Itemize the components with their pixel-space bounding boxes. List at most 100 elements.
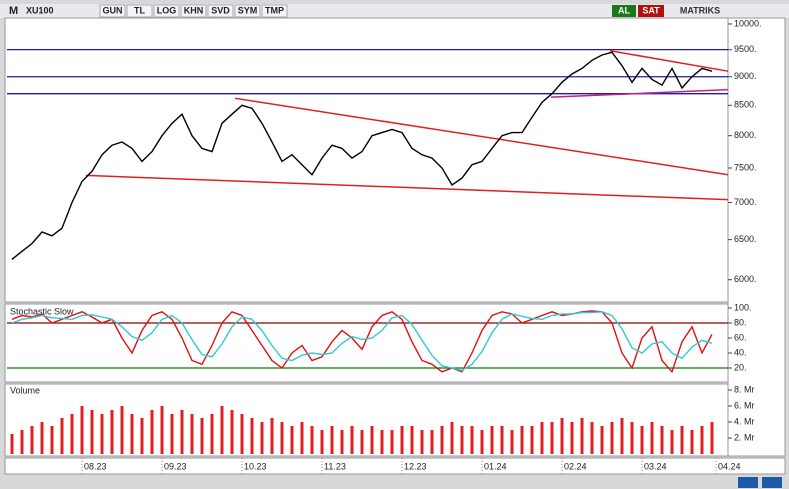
y-tick-label: 2. Mr bbox=[734, 432, 755, 442]
y-tick-label: 8500. bbox=[734, 100, 757, 110]
scroll-button[interactable] bbox=[762, 477, 782, 488]
bar bbox=[320, 430, 324, 454]
sell-button-bg[interactable] bbox=[638, 5, 664, 17]
toolbar-button[interactable]: KHN bbox=[184, 5, 204, 15]
x-tick-label: 04.24 bbox=[718, 461, 741, 471]
bar bbox=[130, 414, 134, 454]
toolbar-button[interactable]: LOG bbox=[157, 5, 177, 15]
x-tick-label: 08.23 bbox=[84, 461, 107, 471]
bar bbox=[250, 418, 254, 454]
y-tick-label: 8000. bbox=[734, 130, 757, 140]
bar bbox=[420, 430, 424, 454]
y-tick-label: 9500. bbox=[734, 44, 757, 54]
bar bbox=[660, 426, 664, 454]
bar bbox=[90, 410, 94, 454]
bar bbox=[270, 418, 274, 454]
bar bbox=[220, 406, 224, 454]
y-tick-label: 10000. bbox=[734, 18, 762, 28]
y-tick-label: 4. Mr bbox=[734, 416, 755, 426]
toolbar-button[interactable]: SYM bbox=[238, 5, 258, 15]
menu-button[interactable]: M bbox=[9, 5, 18, 17]
toolbar-button[interactable]: GUN bbox=[103, 5, 123, 15]
bar bbox=[160, 406, 164, 454]
trend-line bbox=[609, 49, 729, 72]
bar bbox=[480, 430, 484, 454]
toolbar-button-bg[interactable] bbox=[207, 4, 234, 18]
bar bbox=[670, 430, 674, 454]
bar bbox=[430, 430, 434, 454]
stoch-pane bbox=[4, 303, 729, 383]
bar bbox=[150, 410, 154, 454]
bar bbox=[50, 426, 54, 454]
bar bbox=[510, 430, 514, 454]
bar bbox=[490, 426, 494, 454]
bar bbox=[290, 426, 294, 454]
sell-button[interactable]: SAT bbox=[642, 5, 660, 15]
bar bbox=[470, 426, 474, 454]
buy-button[interactable]: AL bbox=[618, 5, 630, 15]
bar bbox=[500, 426, 504, 454]
y-tick-label: 6000. bbox=[734, 274, 757, 284]
bar bbox=[360, 430, 364, 454]
bar bbox=[180, 410, 184, 454]
x-tick-label: 01.24 bbox=[484, 461, 507, 471]
y-tick-label: 6500. bbox=[734, 234, 757, 244]
series-line bbox=[11, 51, 713, 260]
bar bbox=[60, 418, 64, 454]
bar bbox=[440, 426, 444, 454]
bar bbox=[70, 414, 74, 454]
bar bbox=[230, 410, 234, 454]
toolbar-button-bg[interactable] bbox=[261, 4, 288, 18]
brand: MATRIKS bbox=[680, 5, 720, 15]
bar bbox=[190, 414, 194, 454]
scroll-button[interactable] bbox=[738, 477, 758, 488]
bar bbox=[170, 414, 174, 454]
y-tick-label: 8. Mr bbox=[734, 384, 755, 394]
toolbar-button[interactable]: TL bbox=[134, 5, 145, 15]
x-tick-label: 11.23 bbox=[324, 461, 346, 471]
bar bbox=[640, 426, 644, 454]
bar bbox=[200, 418, 204, 454]
toolbar-button[interactable]: SVD bbox=[211, 5, 230, 15]
bar bbox=[460, 426, 464, 454]
bar bbox=[590, 422, 594, 454]
toolbar-button-bg[interactable] bbox=[99, 4, 126, 18]
buy-button-bg[interactable] bbox=[612, 5, 636, 17]
toolbar-button-bg[interactable] bbox=[234, 4, 261, 18]
bar bbox=[710, 422, 714, 454]
bar bbox=[110, 410, 114, 454]
panel-title: Volume bbox=[10, 385, 40, 395]
bar bbox=[600, 426, 604, 454]
toolbar-button[interactable]: TMP bbox=[265, 5, 284, 15]
bar bbox=[10, 434, 14, 454]
toolbar-button-bg[interactable] bbox=[126, 4, 153, 18]
x-axis-area bbox=[4, 457, 786, 475]
y-tick-label: 7000. bbox=[734, 197, 757, 207]
bar bbox=[20, 430, 24, 454]
y-tick-label: 20. bbox=[734, 362, 747, 372]
bar bbox=[300, 422, 304, 454]
bar bbox=[310, 426, 314, 454]
bar bbox=[40, 422, 44, 454]
y-tick-label: 100. bbox=[734, 302, 752, 312]
bar bbox=[530, 426, 534, 454]
panel-title: Stochastic Slow bbox=[10, 306, 74, 316]
y-axis-area bbox=[727, 17, 786, 457]
bar bbox=[650, 422, 654, 454]
bar bbox=[370, 426, 374, 454]
x-tick-label: 09.23 bbox=[164, 461, 187, 471]
series-line bbox=[11, 310, 713, 374]
toolbar-button-bg[interactable] bbox=[180, 4, 207, 18]
y-tick-label: 60. bbox=[734, 332, 747, 342]
symbol[interactable]: XU100 bbox=[26, 5, 54, 15]
volume-pane bbox=[4, 383, 729, 457]
bar bbox=[340, 430, 344, 454]
trend-line bbox=[85, 174, 729, 201]
bar bbox=[80, 406, 84, 454]
y-tick-label: 6. Mr bbox=[734, 400, 755, 410]
bar bbox=[690, 430, 694, 454]
toolbar-button-bg[interactable] bbox=[153, 4, 180, 18]
bar bbox=[520, 426, 524, 454]
bar bbox=[330, 426, 334, 454]
